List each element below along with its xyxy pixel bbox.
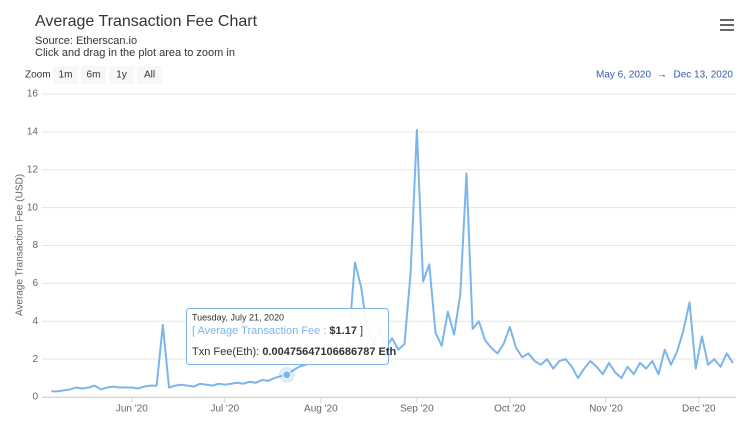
y-tick-label: 12 [27, 164, 39, 175]
y-tick-label: 4 [32, 316, 38, 327]
x-tick-label: Dec '20 [682, 404, 716, 415]
x-tick-label: Sep '20 [400, 404, 434, 415]
x-tick-label: Jul '20 [210, 404, 239, 415]
zoom-button[interactable]: 1y [109, 66, 134, 84]
tooltip-close: ] [360, 325, 363, 337]
series-line [51, 128, 734, 393]
chart-subtitle: Source: Etherscan.io [35, 35, 137, 47]
chart-title: Average Transaction Fee Chart [35, 13, 258, 30]
zoom-button-label: 1m [59, 70, 73, 81]
hover-point [282, 370, 292, 380]
x-tick-label: Jun '20 [116, 404, 148, 415]
zoom-button[interactable]: 6m [81, 66, 106, 84]
zoom-button-bg [53, 66, 78, 84]
y-tick-label: 2 [32, 354, 38, 365]
x-tick-label: Aug '20 [304, 404, 338, 415]
tooltip-open: [ [192, 325, 195, 337]
tooltip-eth: Txn Fee(Eth): 0.00475647106686787 Eth [192, 346, 397, 358]
y-axis-title: Average Transaction Fee (USD) [15, 174, 26, 316]
y-tick-label: 14 [27, 127, 39, 138]
zoom-button-bg [81, 66, 106, 84]
tooltip-series-name: Average Transaction Fee [198, 325, 321, 337]
zoom-button-label: All [144, 70, 155, 81]
tooltip-box [186, 308, 389, 365]
menu-button[interactable] [720, 19, 734, 31]
y-tick-label: 16 [27, 89, 39, 100]
zoom-button-label: 1y [116, 70, 127, 81]
tooltip-value: $1.17 [329, 325, 357, 337]
range-to[interactable]: Dec 13, 2020 [674, 70, 734, 81]
menu-bar [720, 19, 734, 21]
menu-bar [720, 24, 734, 26]
range-from[interactable]: May 6, 2020 [596, 70, 651, 81]
zoom-button-bg [109, 66, 134, 84]
range-arrow: → [657, 70, 667, 81]
zoom-button[interactable]: All [137, 66, 162, 84]
tooltip-series: [ Average Transaction Fee : $1.17 ] [192, 325, 363, 337]
y-tick-label: 0 [32, 392, 38, 403]
zoom-hint: Click and drag in the plot area to zoom … [35, 47, 235, 59]
x-tick-label: Oct '20 [494, 404, 526, 415]
tooltip-date: Tuesday, July 21, 2020 [192, 312, 284, 322]
zoom-label: Zoom [25, 70, 51, 81]
zoom-button[interactable]: 1m [53, 66, 78, 84]
y-tick-label: 8 [32, 240, 38, 251]
tooltip-eth-value: 0.00475647106686787 Eth [262, 346, 396, 358]
zoom-button-label: 6m [87, 70, 101, 81]
tooltip-eth-label: Txn Fee(Eth): [192, 346, 259, 358]
x-tick-label: Nov '20 [589, 404, 623, 415]
tooltip-separator: : [323, 325, 326, 337]
zoom-button-bg [137, 66, 162, 84]
menu-bar [720, 29, 734, 31]
y-tick-label: 6 [32, 278, 38, 289]
y-tick-label: 10 [27, 202, 39, 213]
tooltip: Tuesday, July 21, 2020 [ Average Transact… [186, 308, 397, 365]
